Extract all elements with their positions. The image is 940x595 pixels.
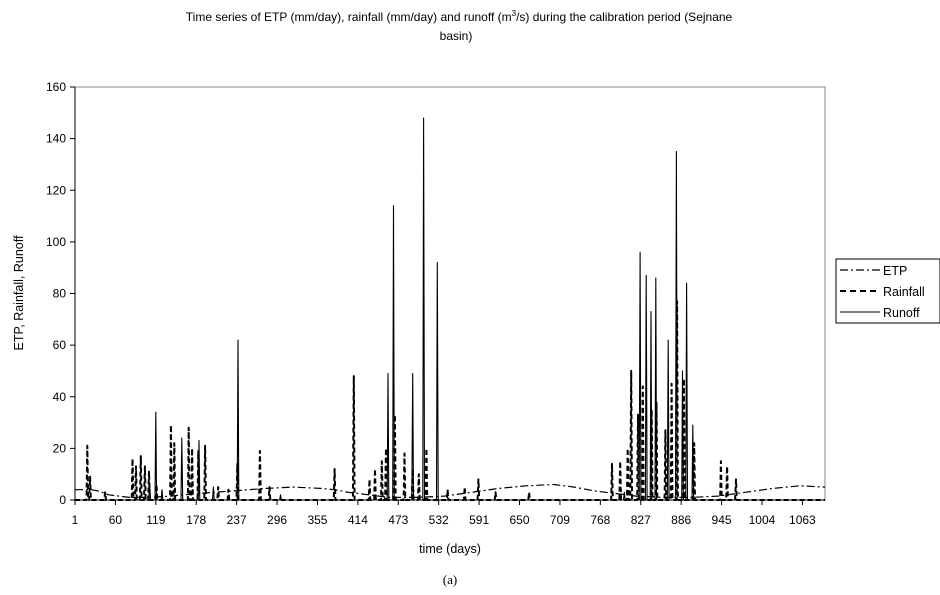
y-axis-title: ETP, Rainfall, Runoff — [12, 235, 26, 350]
x-tick-label: 178 — [186, 513, 206, 527]
y-ticks: 0 20 40 60 80 100 120 140 160 — [46, 80, 75, 507]
y-tick-label: 0 — [59, 493, 66, 507]
y-tick-label: 40 — [53, 390, 67, 404]
x-tick-label: 296 — [267, 513, 287, 527]
x-tick-label: 60 — [109, 513, 123, 527]
series-line-runoff — [75, 117, 825, 501]
x-tick-label: 355 — [307, 513, 327, 527]
legend: ETP Rainfall Runoff — [835, 258, 940, 324]
x-tick-label: 1004 — [749, 513, 776, 527]
y-tick-label: 80 — [53, 287, 67, 301]
y-tick-label: 120 — [46, 183, 66, 197]
x-tick-label: 650 — [510, 513, 530, 527]
legend-label-runoff: Runoff — [883, 306, 920, 320]
series-layer — [75, 117, 826, 501]
y-tick-label: 60 — [53, 338, 67, 352]
x-tick-label: 1063 — [789, 513, 816, 527]
x-tick-label: 1 — [72, 513, 79, 527]
figure-caption: (a) — [443, 572, 457, 587]
x-tick-label: 827 — [631, 513, 651, 527]
plot-area — [74, 86, 826, 501]
x-tick-label: 532 — [429, 513, 449, 527]
x-tick-label: 709 — [550, 513, 570, 527]
x-tick-label: 237 — [227, 513, 247, 527]
x-tick-label: 473 — [388, 513, 408, 527]
y-tick-label: 140 — [46, 132, 66, 146]
x-tick-label: 945 — [712, 513, 732, 527]
x-ticks: 1 60 119 178 237 296 355 414 473 532 591 650 709 768 8… — [72, 500, 816, 527]
chart-title-line1: Time series of ETP (mm/day), rainfall (m… — [186, 9, 733, 24]
x-tick-label: 886 — [671, 513, 691, 527]
chart-title-line2: basin) — [440, 29, 473, 43]
x-tick-label: 119 — [146, 513, 165, 527]
x-axis-title: time (days) — [419, 542, 481, 556]
x-tick-label: 768 — [590, 513, 610, 527]
y-tick-label: 20 — [53, 441, 67, 455]
x-tick-label: 414 — [348, 513, 368, 527]
y-tick-label: 100 — [46, 235, 66, 249]
x-tick-label: 591 — [469, 513, 489, 527]
y-tick-label: 160 — [46, 80, 66, 94]
legend-label-rainfall: Rainfall — [883, 285, 925, 299]
legend-label-etp: ETP — [883, 264, 907, 278]
